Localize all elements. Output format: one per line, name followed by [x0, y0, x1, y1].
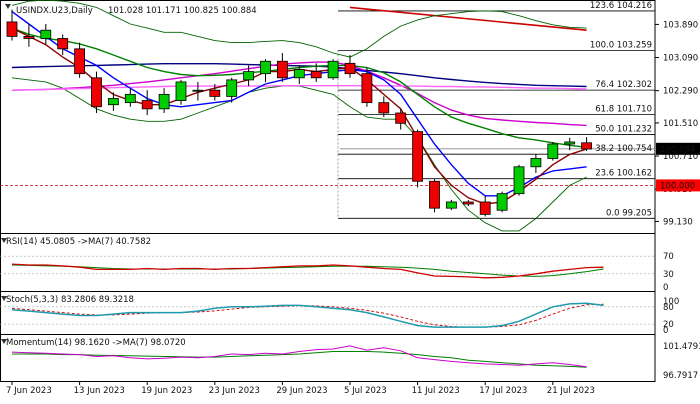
bearish-candle — [581, 142, 592, 150]
y-tick-label: 100.710 — [663, 152, 698, 162]
momentum-header: Momentum(14) 98.1620 ->MA(7) 98.0720 — [6, 338, 186, 348]
stoch-tick-label: 20 — [663, 320, 674, 330]
fib-level-label: 38.2 100.754 — [595, 144, 652, 154]
grid-layer — [0, 0, 656, 382]
momentum-tick-label: 96.7917 — [663, 371, 698, 381]
stoch-tick-label: 100 — [663, 297, 679, 307]
triangle-down-icon[interactable] — [1, 296, 7, 301]
bearish-candle — [74, 48, 85, 75]
rsi-header: RSI(14) 45.0805 ->MA(7) 40.7582 — [6, 237, 151, 247]
y-tick-label: 103.090 — [663, 54, 698, 64]
bullish-candle — [293, 69, 305, 79]
trend-line — [349, 6, 587, 32]
symbol-label: USINDX.U23,Daily — [16, 6, 93, 16]
rsi-line — [11, 263, 604, 279]
subwindows-layer — [0, 255, 655, 368]
bearish-candle — [57, 38, 69, 50]
rsi-tick-label: 30 — [663, 270, 674, 280]
fib-level-label: 76.4 102.302 — [595, 80, 652, 90]
fib-level-label: 0.0 99.205 — [606, 208, 652, 218]
y-tick-label: 101.510 — [663, 119, 698, 129]
moving-average-line-2 — [11, 84, 587, 91]
bullish-candle — [496, 193, 508, 211]
bullish-candle — [108, 98, 119, 106]
level-tag — [656, 179, 700, 192]
axis-layer: 103.890103.090102.290101.510100.71099.91… — [6, 20, 700, 396]
bullish-candle — [124, 93, 136, 104]
y-tick-label: 102.290 — [663, 87, 698, 97]
fib-level-label: 61.8 101.710 — [595, 105, 652, 115]
fib-level-label: 123.6 104.216 — [590, 1, 652, 11]
fibonacci-layer: 123.6 104.216 100.0 103.259 76.4 102.302 61… — [0, 1, 655, 219]
bullish-candle — [547, 143, 559, 159]
bearish-candle — [141, 100, 153, 110]
momentum-ma-line — [12, 351, 587, 368]
x-tick-label: 21 Jul 2023 — [547, 386, 595, 396]
bearish-candle — [412, 131, 424, 182]
bullish-candle — [40, 29, 52, 39]
bullish-candle — [445, 201, 457, 209]
bearish-candle — [462, 201, 474, 205]
triangle-down-icon[interactable] — [1, 339, 7, 344]
bullish-candle — [158, 93, 170, 110]
bearish-candle — [6, 21, 18, 37]
current-price-tag — [656, 142, 700, 155]
bearish-candle — [91, 77, 102, 108]
bullish-candle — [530, 158, 542, 168]
x-tick-label: 7 Jun 2023 — [6, 386, 52, 396]
bearish-candle — [429, 180, 440, 209]
stoch-tick-label: 0 — [663, 326, 668, 336]
bullish-candle — [226, 79, 238, 97]
bollinger-upper-line — [11, 0, 587, 58]
stoch-k-line — [11, 302, 604, 328]
fib-level-label: 23.6 100.162 — [595, 169, 652, 179]
bearish-candle — [276, 60, 288, 79]
x-tick-label: 23 Jun 2023 — [209, 386, 260, 396]
bearish-candle — [344, 62, 356, 75]
stoch-header: Stoch(5,3,3) 83.2806 89.3218 — [6, 295, 134, 305]
x-tick-label: 5 Jul 2023 — [344, 386, 387, 396]
bearish-candle — [378, 102, 390, 114]
moving-average-line-1 — [11, 61, 587, 127]
bearish-candle — [209, 89, 221, 97]
momentum-tick-label: 101.4791 — [663, 342, 700, 352]
ohlc-readout: 101.028 101.171 100.825 100.884 — [108, 6, 257, 16]
stoch-tick-label: 80 — [663, 303, 674, 313]
bearish-candle — [395, 112, 407, 124]
fib-level-label: 50.0 101.232 — [595, 124, 652, 134]
candles-layer — [6, 9, 592, 217]
bullish-candle — [175, 81, 187, 101]
y-tick-label: 103.890 — [663, 20, 698, 30]
level-label: 100.000 — [660, 181, 695, 191]
x-tick-label: 13 Jun 2023 — [74, 386, 125, 396]
bullish-candle — [564, 141, 576, 145]
bullish-candle — [327, 60, 339, 79]
triangle-down-icon[interactable] — [1, 238, 7, 243]
x-tick-label: 17 Jul 2023 — [479, 386, 527, 396]
momentum-line — [11, 345, 587, 368]
x-tick-label: 19 Jun 2023 — [141, 386, 192, 396]
bullish-candle — [192, 89, 204, 92]
rsi-ma-line — [11, 264, 604, 277]
triangle-down-icon[interactable] — [5, 4, 11, 9]
y-tick-label: 99.130 — [663, 217, 693, 227]
bearish-candle — [23, 36, 35, 39]
rsi-tick-label: 70 — [663, 252, 674, 262]
fib-level-label: 100.0 103.259 — [590, 41, 652, 51]
bearish-candle — [310, 71, 322, 79]
bearish-candle — [479, 201, 491, 215]
bearish-candle — [361, 73, 373, 104]
x-tick-label: 11 Jul 2023 — [412, 386, 460, 396]
rsi-tick-label: 0 — [663, 283, 668, 293]
bullish-candle — [260, 60, 271, 75]
current-price-label: 100.884 — [660, 145, 695, 155]
bullish-candle — [513, 166, 525, 195]
bullish-candle — [243, 71, 255, 81]
x-tick-label: 29 Jun 2023 — [276, 386, 327, 396]
